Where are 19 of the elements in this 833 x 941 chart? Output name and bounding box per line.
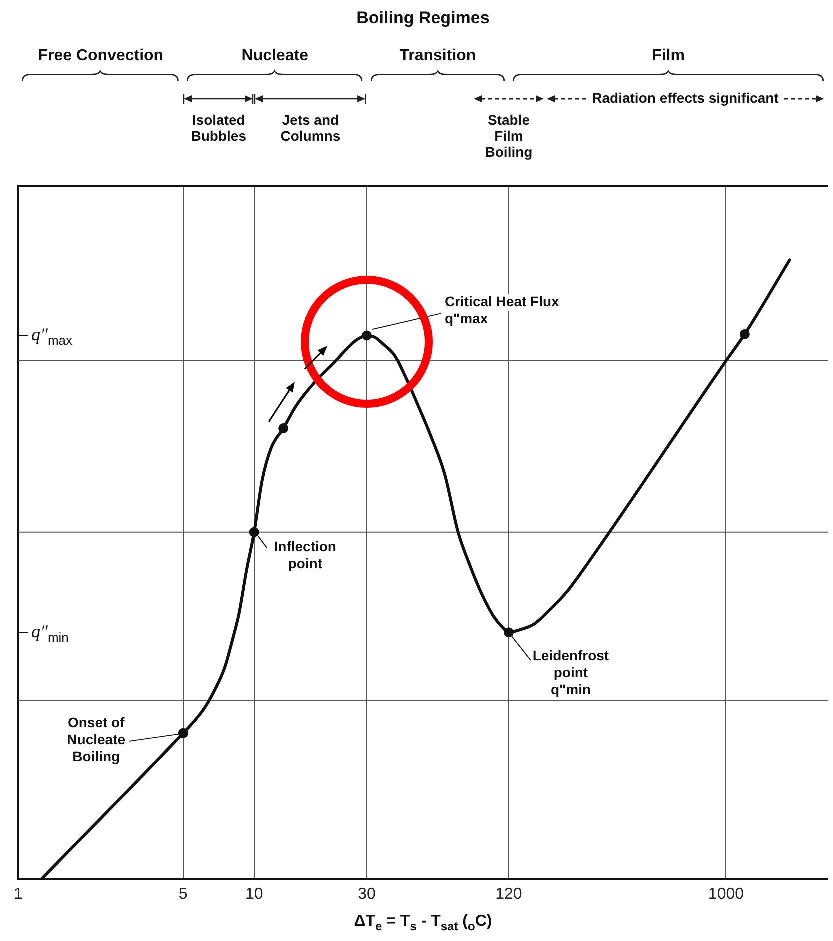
chart-title: Boiling Regimes — [356, 8, 490, 28]
text: Transition — [400, 47, 476, 64]
x-tick-label: 5 — [178, 886, 188, 903]
annotation: Onset of Nucleate Boiling — [67, 714, 126, 764]
text: Jets and Columns — [280, 112, 341, 144]
x-tick-label: 10 — [245, 886, 264, 903]
x-tick-label: 120 — [496, 886, 522, 903]
x-tick-label: 1 — [14, 886, 23, 903]
text: Radiation effects significant — [592, 90, 780, 106]
text: Isolated Bubbles — [191, 112, 247, 144]
text: Stable Film Boiling — [485, 112, 533, 160]
x-tick-label: 1000 — [708, 886, 744, 903]
text: Free Convection — [38, 47, 164, 64]
text: Nucleate — [242, 47, 309, 64]
text: Film — [652, 47, 685, 64]
annotation: Inflection point — [274, 538, 336, 572]
annotation: Leidenfrost point q"min — [532, 647, 610, 698]
x-tick-label: 30 — [358, 886, 376, 903]
annotation: Critical Heat Flux q"max — [444, 294, 560, 327]
